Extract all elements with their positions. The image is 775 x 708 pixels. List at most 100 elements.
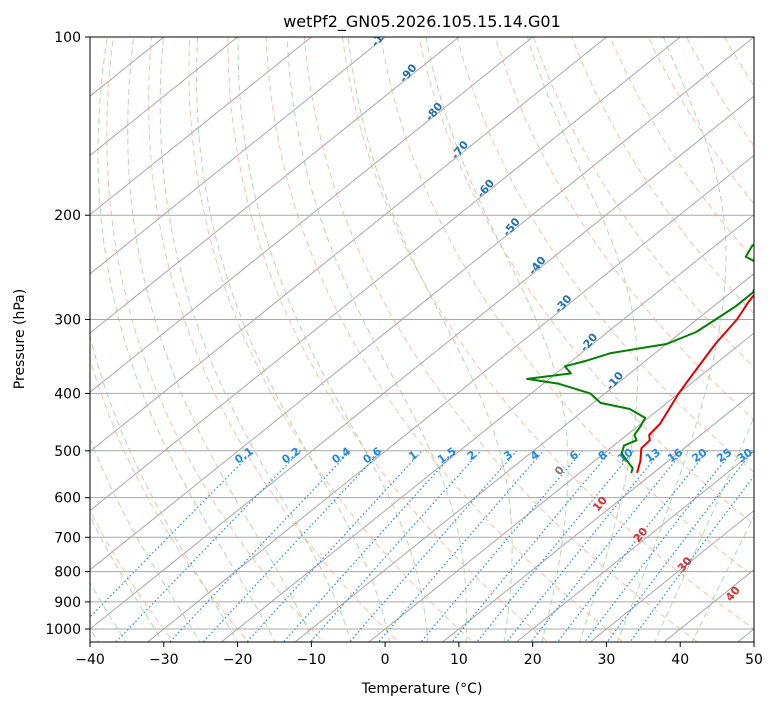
- dry-adiabat: [265, 37, 624, 642]
- x-tick-label: 20: [524, 652, 542, 668]
- isotherm-label: -20: [578, 330, 601, 354]
- mixing-ratio-label: 10: [615, 446, 635, 466]
- mixing-ratio-line: [556, 450, 709, 642]
- mixing-ratio-label: 0.2: [279, 445, 302, 467]
- mixing-ratio-label: 16: [665, 446, 685, 466]
- moist-adiabat: [90, 334, 239, 642]
- moist-adiabat: [654, 416, 754, 642]
- mixing-ratio-line: [476, 450, 635, 642]
- isotherm: [589, 509, 754, 642]
- mixing-ratio-label: 0.4: [330, 444, 354, 466]
- isotherm: [90, 95, 754, 630]
- dry-adiabat: [90, 357, 250, 642]
- mixing-ratio-label: 30: [735, 446, 755, 466]
- isotherm: [90, 37, 460, 334]
- moist-adiabat: [90, 515, 164, 642]
- y-tick-label: 700: [54, 530, 81, 546]
- profile-lines: [526, 243, 754, 474]
- y-tick-label: 800: [54, 565, 81, 581]
- isotherm: [146, 154, 754, 642]
- y-tick-label: 900: [54, 595, 81, 611]
- mixing-ratio-label: 13: [643, 446, 663, 465]
- isotherm: [90, 37, 608, 453]
- dry-adiabat: [380, 37, 754, 578]
- isotherm: [90, 37, 754, 571]
- mixing-ratio-line: [282, 450, 457, 642]
- moist-adiabat-label: 40: [723, 584, 743, 604]
- mixing-ratio-label: 6: [567, 448, 581, 463]
- moist-adiabat-label: 0: [552, 463, 567, 477]
- y-tick-label: 300: [54, 313, 81, 329]
- mixing-ratio-line: [420, 450, 583, 642]
- moist-adiabat: [90, 437, 201, 642]
- x-tick-label: −20: [223, 652, 253, 668]
- dry-adiabat: [755, 24, 775, 654]
- mixing-ratio-line: [309, 450, 482, 642]
- isotherm: [441, 391, 754, 642]
- isotherm-label: -70: [449, 138, 472, 162]
- mixing-ratio-line: [246, 450, 423, 642]
- isotherm-label: -30: [552, 292, 575, 316]
- mixing-ratio-label: 0.6: [360, 444, 384, 466]
- moist-adiabat: [237, 37, 429, 642]
- moist-adiabat: [90, 581, 127, 642]
- isotherm: [294, 273, 754, 642]
- mixing-ratio-line: [629, 475, 754, 642]
- y-tick-label: 100: [54, 30, 81, 46]
- isotherm-label: -60: [474, 177, 497, 201]
- moist-adiabat: [196, 37, 390, 642]
- moist-adiabat: [526, 37, 639, 642]
- dry-adiabat: [227, 37, 549, 642]
- x-tick-label: 10: [450, 652, 468, 668]
- y-tick-label: 200: [54, 208, 81, 224]
- mixing-ratio-label: 25: [714, 446, 734, 465]
- moist-adiabat: [616, 37, 727, 642]
- mixing-ratio-line: [606, 450, 754, 642]
- background-lines: 0.1 0.2 0.4 0.6 1 1.5 2 3 4 6 8 10 13 16 20 25 30 36-100-…: [90, 24, 775, 654]
- mixing-ratio-line: [348, 450, 518, 642]
- moist-adiabat: [97, 37, 276, 642]
- dry-adiabat: [303, 37, 699, 642]
- mixing-ratio-label: 1.5: [435, 445, 458, 467]
- isotherm: [90, 37, 534, 393]
- mixing-ratio-label: 0.1: [232, 445, 255, 467]
- isotherm: [90, 37, 682, 512]
- dry-adiabat: [341, 37, 754, 630]
- mixing-ratio-line: [202, 450, 382, 642]
- moist-adiabat-label: 20: [631, 525, 651, 545]
- mixing-ratio-label: 4: [528, 448, 542, 463]
- y-tick-label: 600: [54, 491, 81, 507]
- x-tick-label: −40: [75, 652, 105, 668]
- moist-adiabat: [425, 37, 569, 642]
- mixing-ratio-line: [115, 450, 301, 642]
- isotherm: [515, 450, 754, 642]
- mixing-ratio-line: [169, 450, 351, 642]
- x-axis-label: Temperature (°C): [361, 681, 483, 697]
- isotherm-label: -90: [397, 61, 420, 85]
- x-tick-label: 30: [597, 652, 615, 668]
- dry-adiabat: [148, 37, 399, 642]
- mixing-ratio-line: [530, 450, 684, 642]
- mixing-ratio-line: [90, 450, 254, 618]
- plot-frame: [89, 36, 755, 643]
- mixing-ratio-label: 3: [501, 448, 515, 463]
- y-tick-label: 1000: [45, 622, 81, 638]
- axes: −40 −30 −20 −10 0 10 20 30 40 5010020030040050060…: [45, 30, 763, 668]
- chart-title: wetPf2_GN05.2026.105.15.14.G01: [283, 12, 561, 32]
- x-tick-label: 0: [381, 652, 390, 668]
- isotherm-label: -50: [500, 215, 523, 239]
- isotherm: [90, 37, 386, 275]
- y-tick-label: 400: [54, 386, 81, 402]
- isotherm: [90, 37, 239, 157]
- dry-adiabat: [647, 37, 754, 205]
- isotherm: [90, 37, 313, 216]
- isotherm-label: -40: [526, 254, 549, 278]
- moist-adiabat: [286, 37, 468, 642]
- y-axis-label: Pressure (hPa): [12, 289, 28, 389]
- isotherm: [663, 569, 754, 642]
- isotherm-label: -10: [603, 369, 626, 393]
- isotherm: [368, 332, 754, 642]
- mixing-ratio-line: [583, 450, 733, 642]
- dry-adiabat: [418, 37, 754, 525]
